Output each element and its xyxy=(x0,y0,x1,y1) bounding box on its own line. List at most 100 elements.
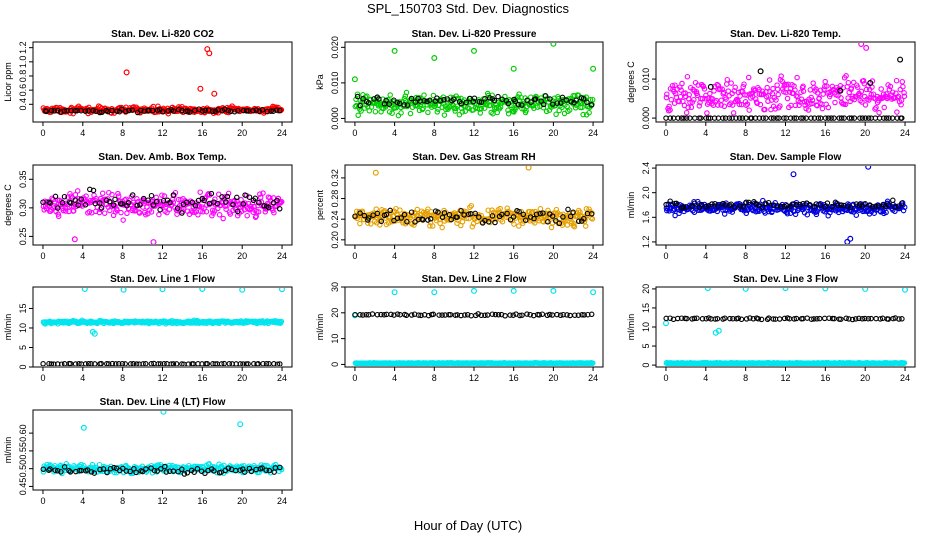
data-point xyxy=(386,101,393,107)
data-point xyxy=(432,101,439,108)
data-point xyxy=(184,470,191,476)
data-point xyxy=(277,464,283,471)
x-tick-label: 8 xyxy=(432,128,437,138)
data-point xyxy=(354,91,361,97)
data-point xyxy=(151,467,158,474)
data-point xyxy=(133,469,139,476)
data-point xyxy=(695,82,701,88)
data-point xyxy=(544,312,551,319)
data-point xyxy=(825,115,832,121)
data-point xyxy=(816,315,823,322)
data-point xyxy=(256,108,263,114)
data-point xyxy=(165,107,171,114)
data-point xyxy=(787,115,794,121)
data-point xyxy=(226,361,233,366)
x-tick-label: 0 xyxy=(40,496,45,506)
data-point xyxy=(899,115,905,121)
data-point xyxy=(395,112,402,119)
data-point xyxy=(565,206,571,213)
data-point xyxy=(107,320,114,326)
data-point xyxy=(150,202,156,208)
data-point xyxy=(813,211,820,218)
data-point-outlier xyxy=(867,79,874,86)
data-point xyxy=(774,86,781,93)
data-point xyxy=(225,465,232,471)
data-point xyxy=(668,96,675,103)
data-point xyxy=(220,215,226,222)
data-point xyxy=(78,196,84,202)
data-point xyxy=(754,100,760,107)
data-point xyxy=(231,108,238,115)
data-point xyxy=(798,89,804,95)
data-point xyxy=(360,312,366,318)
data-point xyxy=(779,86,786,92)
data-point xyxy=(738,316,745,323)
data-point xyxy=(672,82,678,88)
data-point xyxy=(427,216,434,222)
data-point xyxy=(374,311,381,318)
data-point xyxy=(278,318,285,325)
y-tick-label: 0.30 xyxy=(18,199,28,217)
data-point-outlier xyxy=(902,288,908,293)
data-point xyxy=(74,188,81,194)
data-point xyxy=(145,197,151,203)
data-point xyxy=(54,197,61,204)
x-tick-label: 4 xyxy=(80,251,85,261)
data-point xyxy=(218,361,225,366)
plot-frame xyxy=(655,286,916,368)
data-point xyxy=(726,101,733,108)
data-point xyxy=(356,103,362,110)
data-point xyxy=(825,104,832,111)
data-point xyxy=(900,83,906,90)
data-point xyxy=(439,312,445,318)
data-point xyxy=(856,202,863,208)
data-point-outlier xyxy=(844,238,851,244)
data-point xyxy=(589,96,596,103)
x-tick-label: 4 xyxy=(703,128,708,138)
data-point xyxy=(491,97,498,104)
data-point xyxy=(106,198,113,205)
y-tick-label: 2.4 xyxy=(641,162,651,175)
data-point xyxy=(511,221,517,227)
data-point xyxy=(383,211,390,218)
data-point xyxy=(72,107,78,114)
data-point xyxy=(115,193,122,199)
data-point xyxy=(794,74,800,81)
data-point xyxy=(808,115,814,121)
data-point xyxy=(589,216,596,222)
data-point xyxy=(197,189,203,195)
data-point xyxy=(425,109,431,116)
data-point xyxy=(873,203,879,209)
x-tick-label: 0 xyxy=(40,373,45,383)
data-point xyxy=(137,202,143,208)
data-point xyxy=(572,312,578,318)
data-point xyxy=(408,312,415,318)
data-point xyxy=(142,361,149,366)
data-point xyxy=(414,206,421,213)
data-point-outlier xyxy=(91,330,98,337)
data-point xyxy=(52,467,58,473)
data-point-outlier xyxy=(471,47,478,54)
data-point xyxy=(507,312,513,318)
data-point xyxy=(468,202,475,209)
data-point xyxy=(148,465,154,471)
x-tick-label: 4 xyxy=(392,251,397,261)
data-point xyxy=(756,115,763,121)
data-point-outlier xyxy=(123,69,130,76)
data-point xyxy=(683,204,690,211)
data-point xyxy=(48,361,55,366)
data-point xyxy=(810,80,816,86)
data-point-outlier xyxy=(431,54,438,61)
data-point xyxy=(434,109,441,115)
data-points xyxy=(663,166,908,244)
data-point xyxy=(418,312,424,319)
data-point xyxy=(88,469,95,475)
data-point xyxy=(798,115,804,121)
data-point xyxy=(228,108,234,115)
data-point xyxy=(47,466,53,472)
data-point xyxy=(246,194,253,200)
data-point xyxy=(88,361,94,366)
data-point xyxy=(175,468,181,475)
data-point xyxy=(502,313,508,319)
